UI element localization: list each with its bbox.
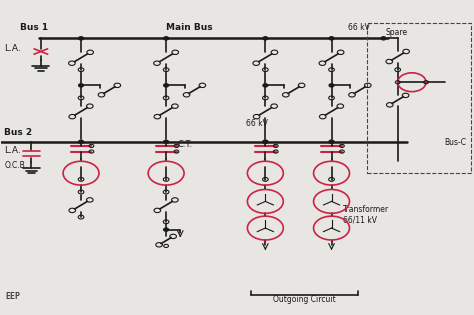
Circle shape [329, 84, 334, 87]
Text: Bus-C: Bus-C [444, 138, 466, 147]
Circle shape [381, 37, 386, 40]
Circle shape [79, 140, 83, 143]
Circle shape [79, 84, 83, 87]
Text: O.C.B.: O.C.B. [4, 162, 27, 170]
Text: Spare: Spare [386, 28, 408, 37]
Circle shape [263, 140, 268, 143]
Circle shape [263, 84, 268, 87]
Circle shape [263, 140, 268, 143]
Text: Transformer
66/11 kV: Transformer 66/11 kV [343, 204, 390, 225]
Circle shape [329, 37, 334, 40]
Circle shape [263, 37, 268, 40]
Text: 66 kV: 66 kV [348, 24, 370, 32]
Circle shape [164, 140, 168, 143]
Circle shape [79, 37, 83, 40]
Circle shape [164, 228, 168, 231]
Circle shape [329, 140, 334, 143]
Circle shape [164, 37, 168, 40]
Text: 66 kV: 66 kV [246, 119, 268, 128]
Text: L.A.: L.A. [4, 44, 21, 53]
Text: Bus 1: Bus 1 [19, 24, 48, 32]
Text: Outgoing Circuit: Outgoing Circuit [273, 295, 336, 304]
Text: L.A.: L.A. [4, 146, 21, 155]
Text: EEP: EEP [5, 292, 20, 301]
Text: C.T.: C.T. [178, 140, 193, 149]
Circle shape [329, 140, 334, 143]
Text: Bus 2: Bus 2 [4, 128, 33, 137]
Text: Main Bus: Main Bus [166, 24, 213, 32]
Circle shape [164, 84, 168, 87]
